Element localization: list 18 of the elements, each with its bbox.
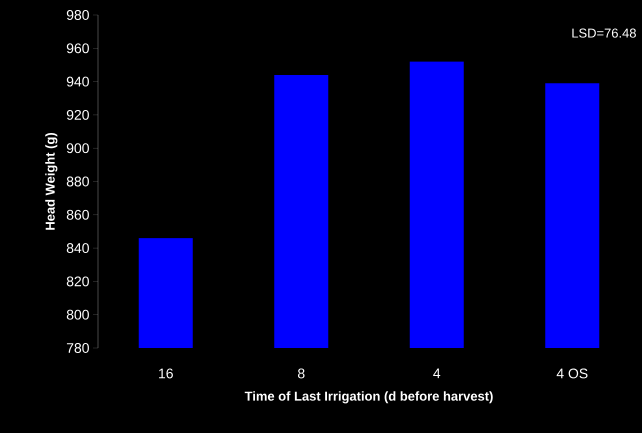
y-tick-label: 860 [66, 210, 89, 220]
y-tick-label: 780 [66, 343, 89, 353]
x-axis-title: Time of Last Irrigation (d before harvest) [244, 391, 493, 404]
y-tick-label: 840 [66, 243, 89, 254]
y-tick-label: 960 [66, 43, 89, 54]
x-tick-label: 4 OS [556, 368, 588, 378]
y-tick-label: 900 [66, 143, 89, 154]
y-tick-label: 920 [66, 110, 89, 120]
y-tick-label: 980 [66, 10, 89, 20]
x-tick-label: 8 [298, 368, 305, 378]
y-tick-label: 940 [66, 76, 89, 87]
annotation: LSD=76.48 [572, 28, 636, 38]
y-tick-label: 800 [66, 310, 89, 320]
x-tick-label: 4 [433, 368, 440, 378]
y-tick-label: 880 [66, 176, 89, 186]
x-tick-label: 16 [159, 368, 173, 378]
y-tick-label: 820 [66, 276, 89, 286]
y-axis-title: Head Weight (g) [45, 132, 58, 230]
